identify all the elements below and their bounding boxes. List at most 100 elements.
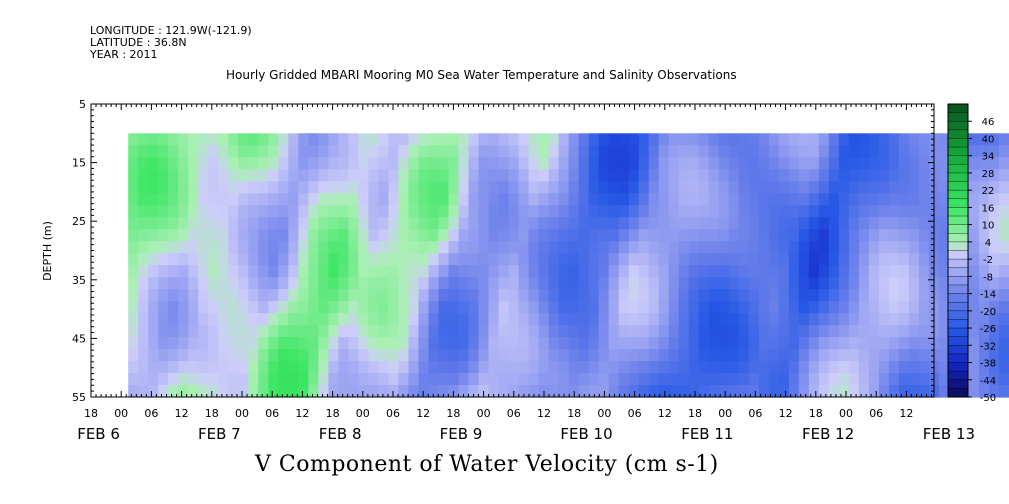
x-date-label: FEB 13 [923,425,975,443]
heatmap-cell [758,193,770,206]
heatmap-cell [768,133,780,146]
heatmap-cell [568,217,580,230]
heatmap-cell [368,157,380,170]
heatmap-cell [428,217,440,230]
heatmap-cell [358,313,370,326]
heatmap-cell [908,265,920,278]
heatmap-cell [328,301,339,314]
heatmap-cell [418,145,430,158]
heatmap-cell [888,313,900,326]
heatmap-cell [568,373,580,386]
heatmap-cell [918,133,930,146]
heatmap-cell [738,157,750,170]
heatmap-cell [218,361,229,374]
heatmap-cell [128,253,139,266]
heatmap-cell [858,325,870,338]
heatmap-cell [548,349,560,362]
heatmap-cell [248,313,259,326]
heatmap-cell [298,301,309,314]
heatmap-cell [148,277,159,290]
heatmap-cell [878,133,890,146]
heatmap-cell [438,133,450,146]
heatmap-cell [278,217,289,230]
heatmap-cell [208,349,219,362]
heatmap-cell [418,169,430,182]
heatmap-cell [778,205,790,218]
heatmap-cell [878,301,890,314]
heatmap-cell [158,277,169,290]
heatmap-cell [999,145,1009,158]
heatmap-cell [578,301,590,314]
heatmap-cell [528,133,540,146]
heatmap-cell [208,373,219,386]
heatmap-cell [278,145,289,158]
heatmap-cell [498,253,510,266]
heatmap-cell [598,325,610,338]
heatmap-cell [788,289,800,302]
heatmap-cell [338,337,350,350]
heatmap-cell [308,253,319,266]
heatmap-cell [268,253,279,266]
heatmap-cell [348,265,360,278]
heatmap-cell [298,349,309,362]
heatmap-cell [208,181,219,194]
heatmap-cell [378,325,390,338]
heatmap-cell [888,277,900,290]
heatmap-cell [148,181,159,194]
heatmap-cell [418,241,430,254]
heatmap-cell [408,205,420,218]
heatmap-cell [528,337,540,350]
x-tick-label: 06 [386,407,400,420]
heatmap-cell [418,265,430,278]
heatmap-cell [128,385,139,398]
heatmap-cell [528,265,540,278]
heatmap-cell [578,169,590,182]
heatmap-cell [658,181,670,194]
heatmap-cell [208,265,219,278]
heatmap-cell [768,385,780,398]
heatmap-cell [658,205,670,218]
heatmap-cell [508,145,520,158]
heatmap-cell [228,337,239,350]
heatmap-cell [228,313,239,326]
heatmap-cell [868,181,880,194]
heatmap-cell [358,205,370,218]
heatmap-cell [238,145,249,158]
heatmap-cell [989,205,1000,218]
heatmap-cell [828,313,840,326]
heatmap-cell [628,217,640,230]
heatmap-cell [538,217,550,230]
heatmap-cell [658,217,670,230]
heatmap-cell [158,217,169,230]
heatmap-cell [258,169,269,182]
heatmap-cell [588,169,600,182]
heatmap-cell [298,133,309,146]
heatmap-cell [168,265,179,278]
heatmap-cell [748,133,760,146]
heatmap-cell [778,325,790,338]
heatmap-cell [979,169,990,182]
heatmap-cell [138,157,149,170]
heatmap-cell [588,277,600,290]
heatmap-cell [989,337,1000,350]
heatmap-cell [188,181,199,194]
heatmap-cell [158,193,169,206]
heatmap-cell [818,193,830,206]
heatmap-cell [999,361,1009,374]
heatmap-cell [488,217,500,230]
heatmap-cell [378,145,390,158]
heatmap-cell [708,181,720,194]
x-tick-label: 06 [628,407,642,420]
heatmap-cell [408,349,420,362]
heatmap-cell [808,277,820,290]
heatmap-cell [308,229,319,242]
heatmap-cell [688,181,700,194]
heatmap-cell [258,313,269,326]
heatmap-cell [188,385,199,398]
heatmap-cell [788,385,800,398]
heatmap-cell [628,169,640,182]
heatmap-cell [868,157,880,170]
heatmap-cell [578,337,590,350]
heatmap-cell [878,337,890,350]
colorbar-swatch [948,388,968,398]
